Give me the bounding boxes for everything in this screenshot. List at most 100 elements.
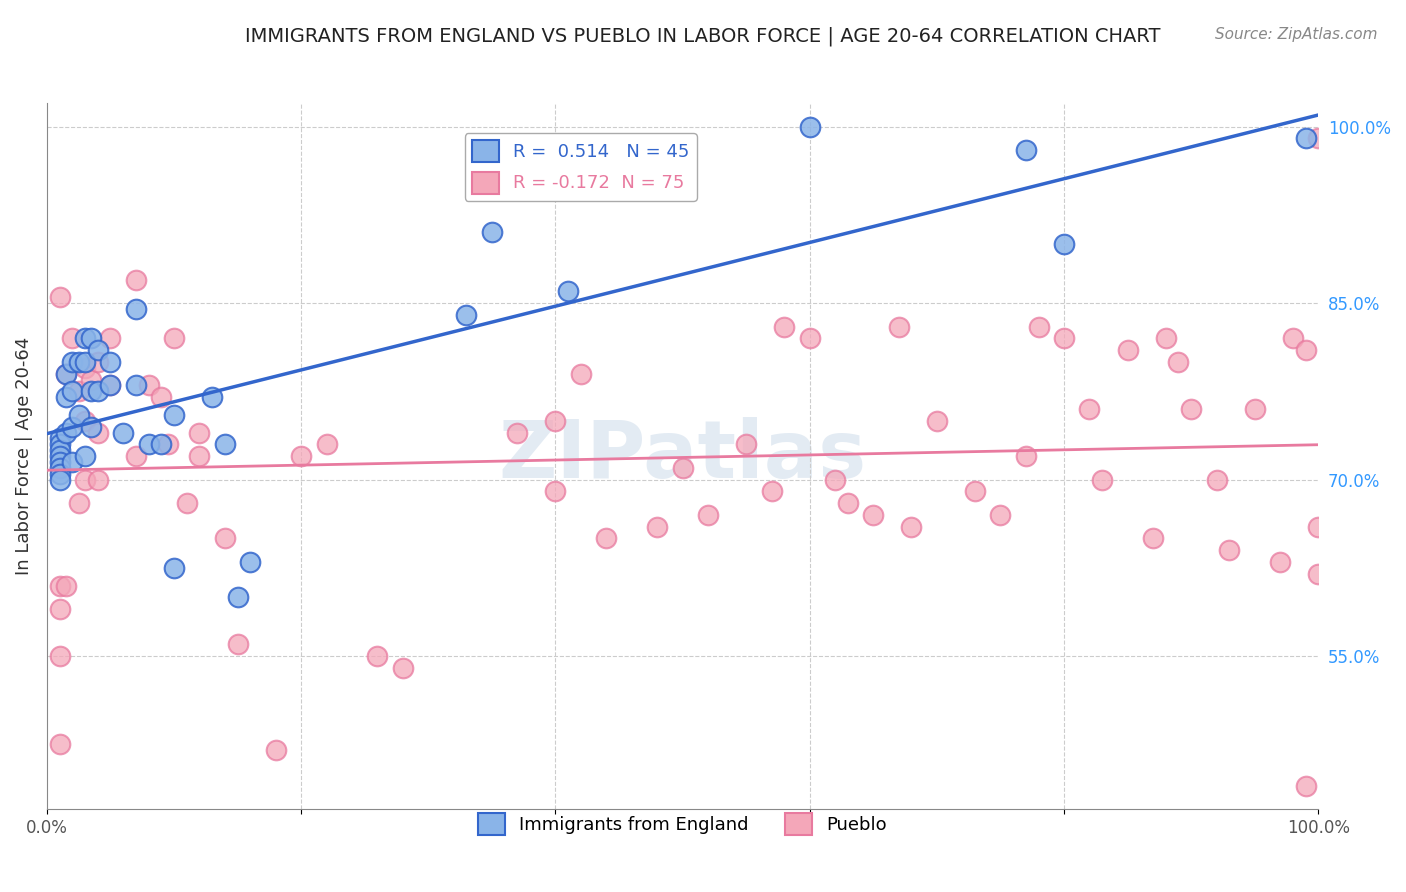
Point bbox=[48, 602, 70, 616]
Point bbox=[73, 360, 96, 375]
Text: ZIPatlas: ZIPatlas bbox=[499, 417, 866, 495]
Point bbox=[201, 390, 224, 404]
Point bbox=[60, 355, 83, 369]
Point bbox=[55, 578, 77, 592]
Point bbox=[67, 408, 90, 422]
Point bbox=[138, 437, 160, 451]
Point bbox=[697, 508, 720, 522]
Point bbox=[60, 455, 83, 469]
Point bbox=[73, 473, 96, 487]
Point bbox=[1205, 473, 1227, 487]
Point bbox=[544, 414, 567, 428]
Point bbox=[48, 455, 70, 469]
Point bbox=[100, 355, 122, 369]
Point bbox=[1091, 473, 1114, 487]
Point bbox=[1015, 143, 1038, 157]
Point bbox=[188, 449, 211, 463]
Point bbox=[1116, 343, 1139, 358]
Point bbox=[80, 419, 103, 434]
Point bbox=[163, 408, 186, 422]
Point bbox=[837, 496, 859, 510]
Point bbox=[48, 578, 70, 592]
Point bbox=[1282, 331, 1305, 345]
Point bbox=[773, 319, 796, 334]
Point bbox=[1078, 402, 1101, 417]
Point bbox=[824, 473, 846, 487]
Point bbox=[60, 384, 83, 399]
Point bbox=[125, 449, 148, 463]
Point bbox=[176, 496, 198, 510]
Point bbox=[55, 425, 77, 440]
Point bbox=[595, 532, 617, 546]
Point bbox=[67, 384, 90, 399]
Point bbox=[1180, 402, 1202, 417]
Point bbox=[80, 373, 103, 387]
Point bbox=[125, 272, 148, 286]
Point bbox=[290, 449, 312, 463]
Point bbox=[887, 319, 910, 334]
Point bbox=[112, 425, 135, 440]
Point bbox=[481, 226, 503, 240]
Point bbox=[48, 467, 70, 481]
Point bbox=[138, 378, 160, 392]
Point bbox=[315, 437, 337, 451]
Point bbox=[1308, 131, 1330, 145]
Point bbox=[226, 637, 249, 651]
Point bbox=[506, 425, 529, 440]
Point bbox=[100, 378, 122, 392]
Point bbox=[150, 390, 173, 404]
Point bbox=[799, 331, 821, 345]
Point bbox=[100, 331, 122, 345]
Point bbox=[48, 437, 70, 451]
Point bbox=[55, 367, 77, 381]
Point bbox=[963, 484, 986, 499]
Point bbox=[862, 508, 884, 522]
Point bbox=[48, 473, 70, 487]
Point bbox=[48, 449, 70, 463]
Point bbox=[761, 484, 783, 499]
Point bbox=[150, 437, 173, 451]
Point bbox=[87, 384, 110, 399]
Point bbox=[799, 120, 821, 134]
Point bbox=[48, 432, 70, 446]
Point bbox=[569, 367, 592, 381]
Point bbox=[671, 460, 693, 475]
Point bbox=[1167, 355, 1189, 369]
Point bbox=[163, 331, 186, 345]
Point bbox=[80, 384, 103, 399]
Point bbox=[1243, 402, 1265, 417]
Point bbox=[48, 460, 70, 475]
Point bbox=[366, 649, 388, 664]
Point bbox=[735, 437, 758, 451]
Point bbox=[1142, 532, 1164, 546]
Point bbox=[87, 425, 110, 440]
Point bbox=[73, 355, 96, 369]
Point bbox=[1053, 237, 1076, 252]
Point bbox=[1028, 319, 1050, 334]
Point bbox=[1218, 543, 1240, 558]
Point bbox=[188, 425, 211, 440]
Point bbox=[67, 355, 90, 369]
Point bbox=[1295, 779, 1317, 793]
Text: Source: ZipAtlas.com: Source: ZipAtlas.com bbox=[1215, 27, 1378, 42]
Point bbox=[163, 561, 186, 575]
Point bbox=[1308, 566, 1330, 581]
Point bbox=[1308, 519, 1330, 533]
Point bbox=[1053, 331, 1076, 345]
Point bbox=[48, 443, 70, 458]
Point bbox=[48, 290, 70, 304]
Point bbox=[456, 308, 478, 322]
Point bbox=[125, 378, 148, 392]
Point bbox=[214, 437, 236, 451]
Point bbox=[55, 367, 77, 381]
Point bbox=[925, 414, 948, 428]
Point bbox=[60, 331, 83, 345]
Point bbox=[87, 343, 110, 358]
Y-axis label: In Labor Force | Age 20-64: In Labor Force | Age 20-64 bbox=[15, 337, 32, 575]
Point bbox=[1295, 343, 1317, 358]
Point bbox=[226, 591, 249, 605]
Point bbox=[87, 355, 110, 369]
Legend: Immigrants from England, Pueblo: Immigrants from England, Pueblo bbox=[471, 806, 894, 842]
Point bbox=[73, 331, 96, 345]
Point bbox=[73, 414, 96, 428]
